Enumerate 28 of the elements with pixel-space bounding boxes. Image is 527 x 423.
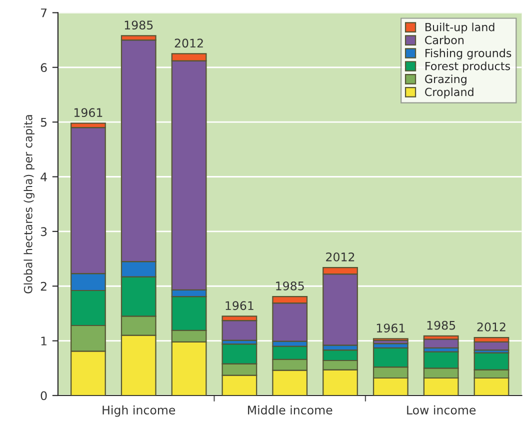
- legend-label: Grazing: [425, 74, 466, 86]
- text: Middle income: [248, 405, 332, 414]
- y-tick-label: 4: [40, 172, 47, 182]
- y-tick-label: 3: [40, 227, 47, 236]
- x-tick-label: 1961: [74, 108, 102, 118]
- y-tick-label: 2: [40, 282, 46, 291]
- x-tick-label: 1985: [427, 320, 456, 330]
- y-tick-label: 1: [41, 336, 46, 346]
- y-tick-label: 0: [40, 391, 47, 400]
- legend-label: Cropland: [425, 88, 474, 98]
- text: High income: [102, 405, 176, 417]
- x-tick-label: 1985: [124, 20, 153, 30]
- y-tick-label: 7: [41, 8, 47, 18]
- text: Low income: [407, 405, 476, 414]
- bar: [423, 338, 459, 348]
- legend-label: Carbon: [425, 36, 464, 44]
- x-tick-label: 1961: [226, 301, 254, 310]
- x-tick-label: 1961: [376, 324, 405, 333]
- x-tick-label: 2012: [174, 38, 203, 48]
- x-tick-label: 1985: [276, 281, 304, 290]
- legend-label: Built-up land: [426, 22, 494, 34]
- legend-label: Fishing grounds: [426, 48, 512, 60]
- y-tick-label: 5: [40, 118, 47, 127]
- y-tick-label: 6: [40, 63, 47, 72]
- x-tick-label: 2012: [326, 252, 354, 262]
- x-tick-label: 2012: [477, 322, 506, 332]
- y-axis-title: Global hectares (gha) per capita: [24, 115, 34, 294]
- legend-label: Forest products: [426, 62, 510, 72]
